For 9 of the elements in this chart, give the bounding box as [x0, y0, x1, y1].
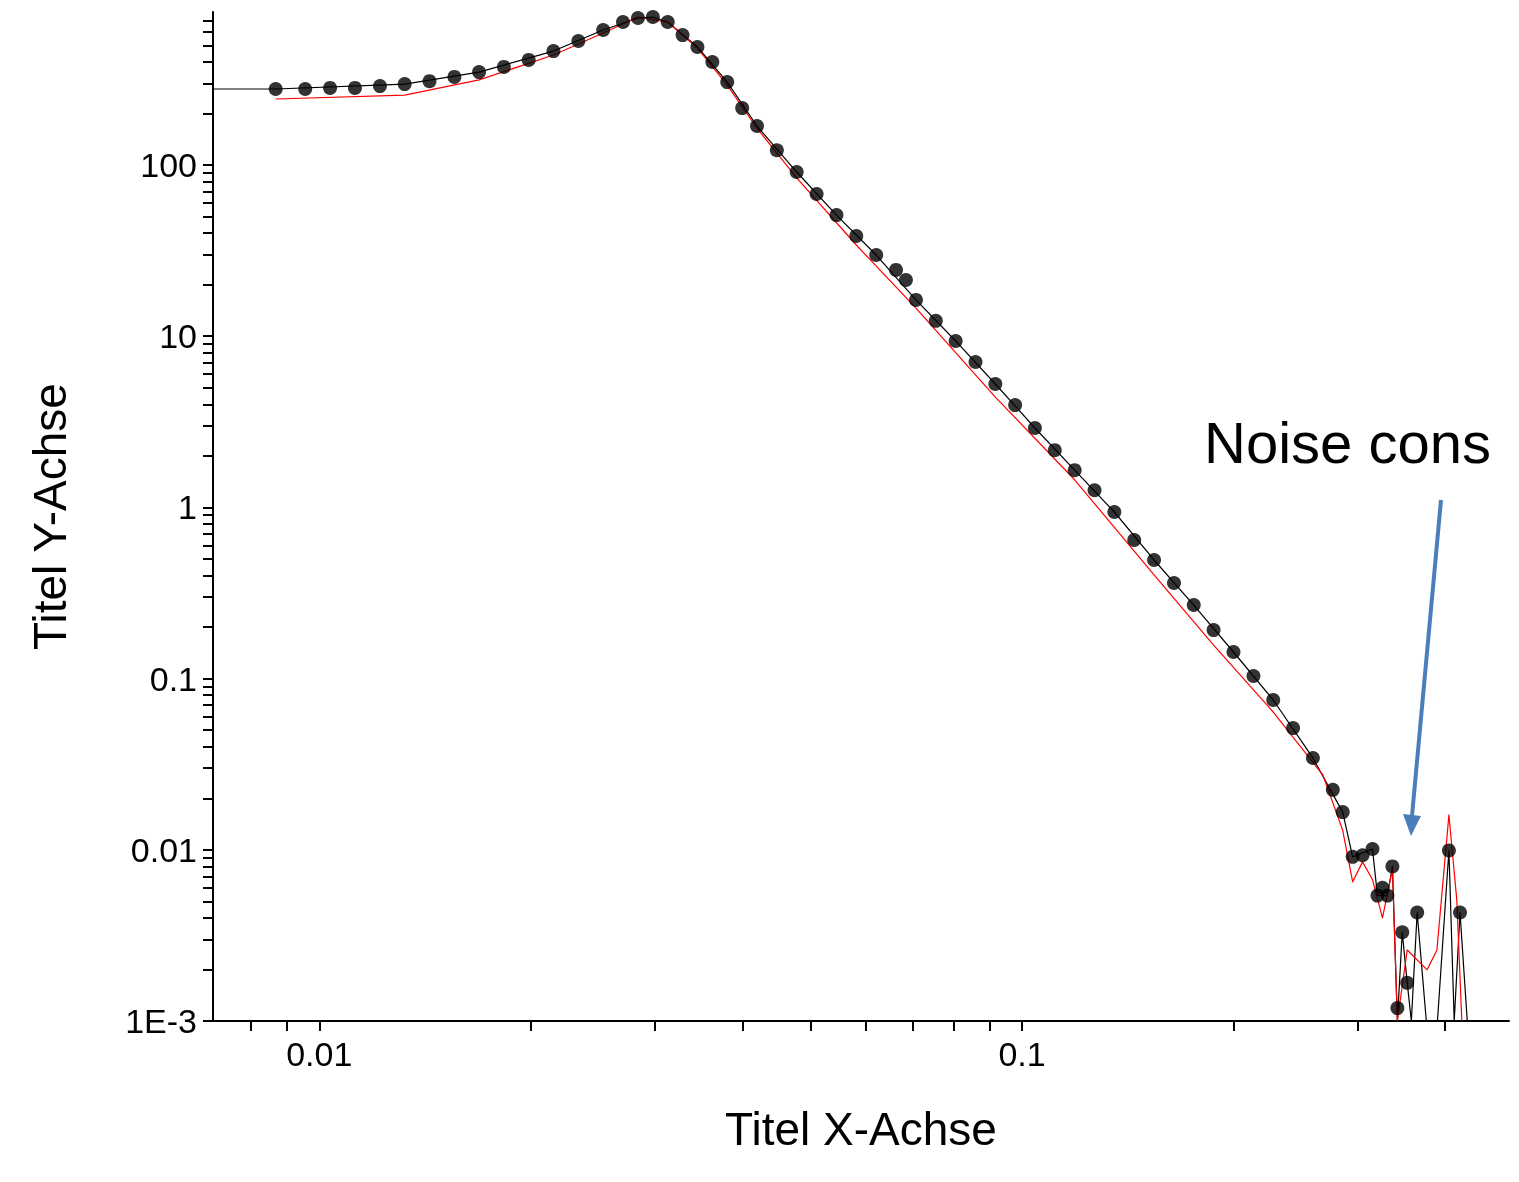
- y-tick-label: 0.1: [149, 659, 197, 698]
- x-axis-title: Titel X-Achse: [725, 1103, 997, 1155]
- y-tick-label: 0.01: [130, 830, 197, 869]
- y-axis-title: Titel Y-Achse: [24, 383, 76, 650]
- y-tick-label: 1: [178, 488, 197, 527]
- y-tick-label: 1E-3: [125, 1002, 197, 1040]
- y-tick-label: 10: [159, 317, 197, 356]
- y-tick-label: 100: [140, 146, 197, 185]
- annotation: Noise cons: [1204, 409, 1492, 475]
